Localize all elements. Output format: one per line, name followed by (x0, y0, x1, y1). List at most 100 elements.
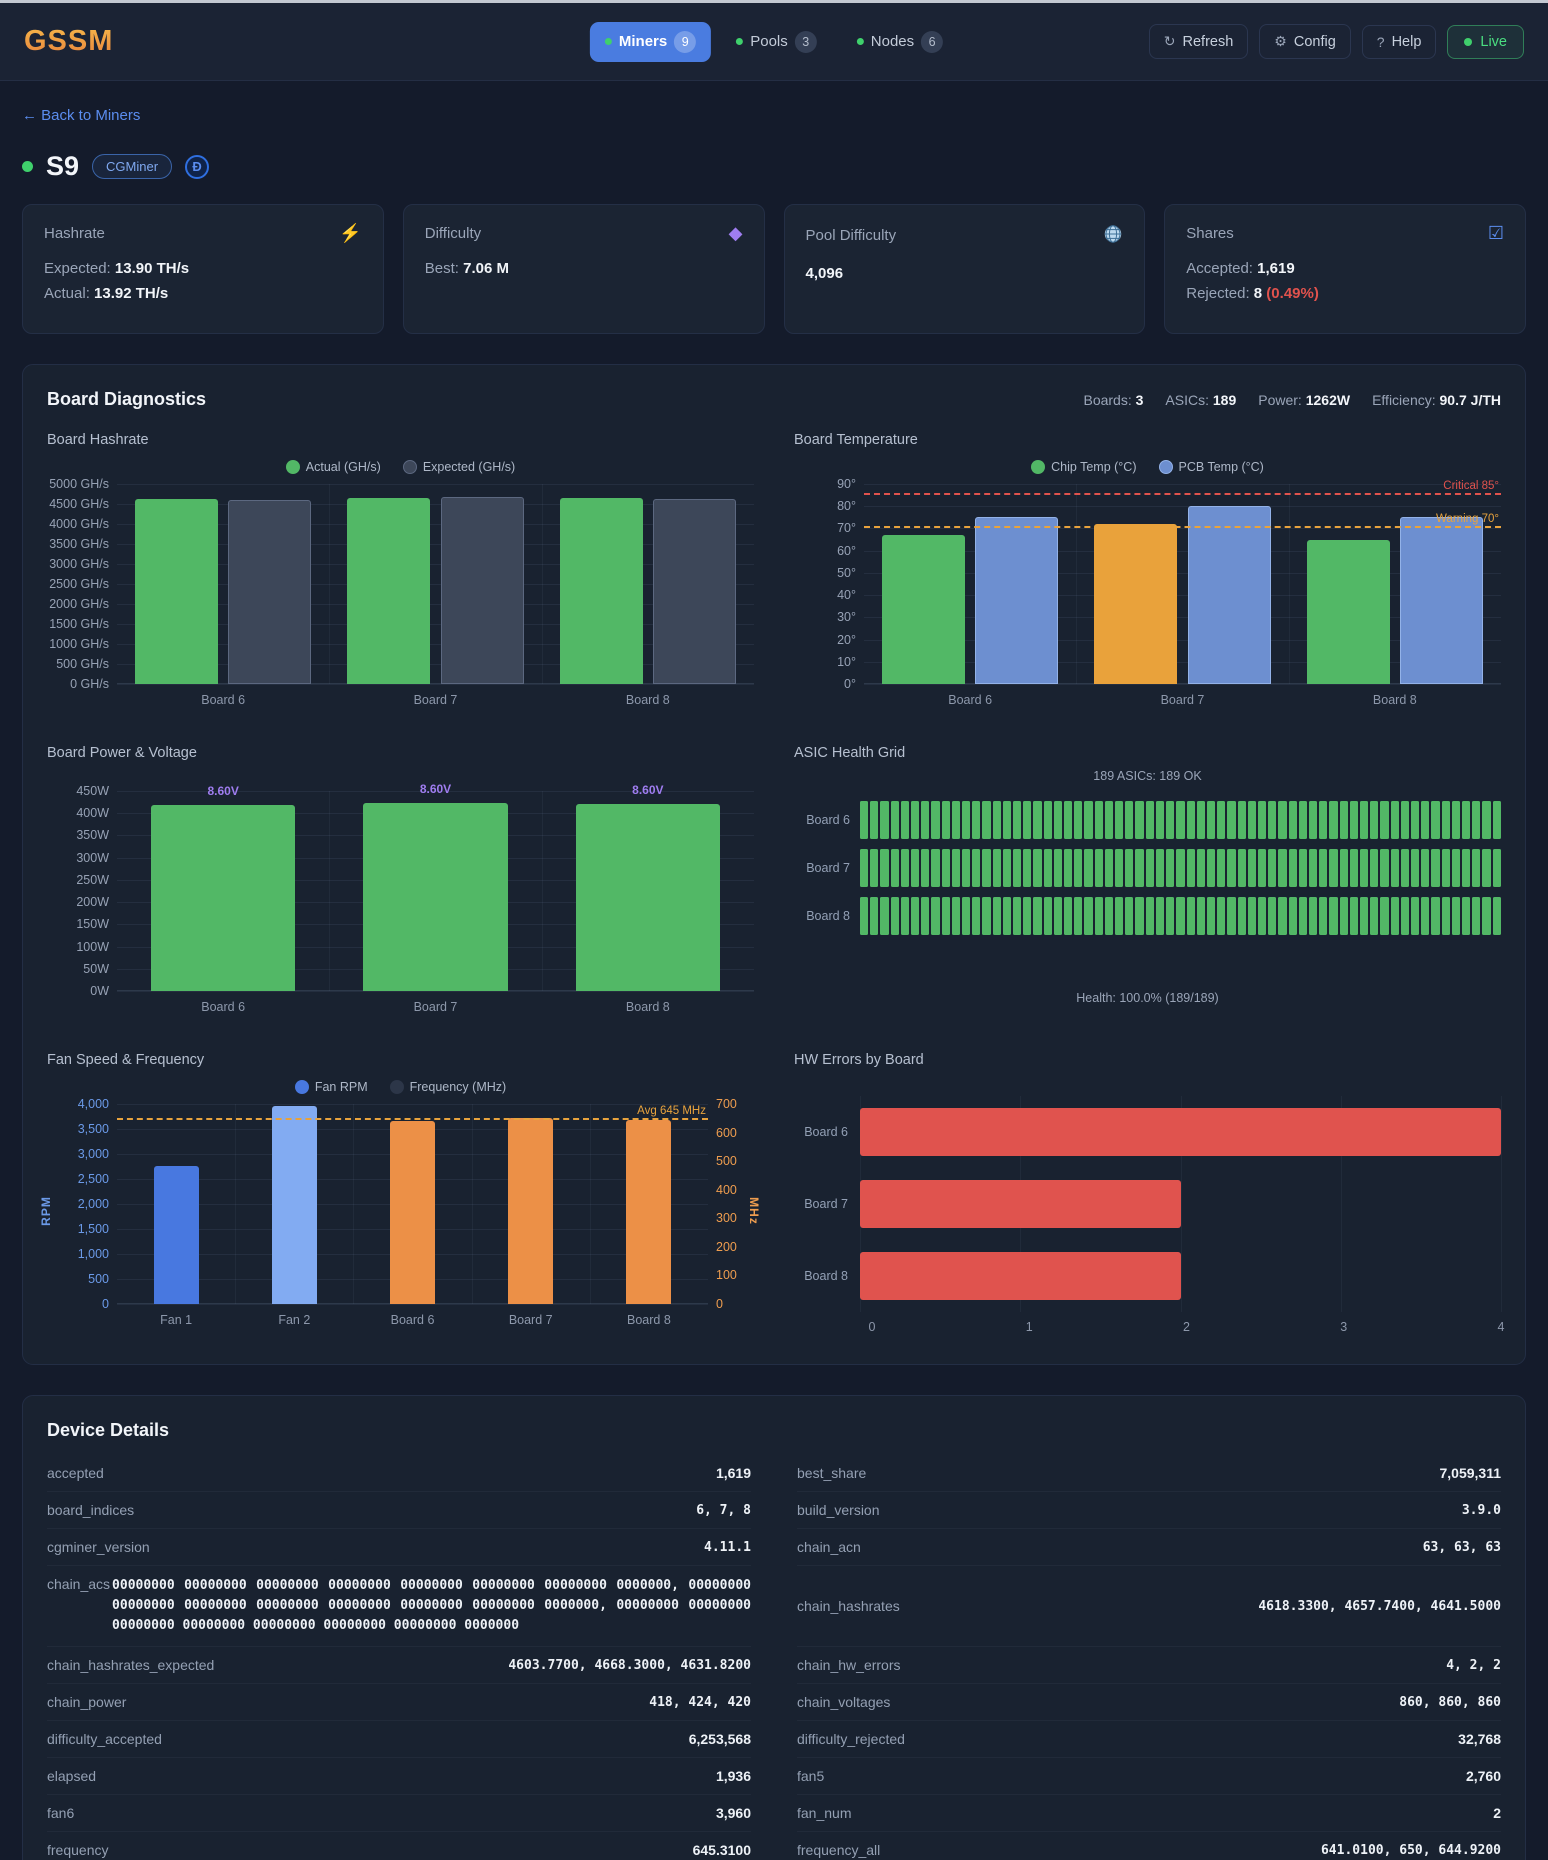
asic-cell (1084, 849, 1093, 887)
legend-marker-icon (294, 1080, 309, 1094)
hw-error-row-board-7: Board 7 (794, 1168, 1501, 1240)
stat-card-hashrate: Hashrate ⚡ Expected: 13.90 TH/s Actual: 13.… (22, 204, 384, 334)
y-tick-label: 70° (837, 521, 856, 536)
card-stat-line: Best: 7.06 M (424, 260, 509, 277)
detail-key: build_version (797, 1502, 880, 1518)
rpm-tick-label: 500 (88, 1272, 109, 1286)
detail-row-fan5: fan5 2,760 (797, 1758, 1501, 1796)
help-button[interactable]: ? Help (1361, 24, 1437, 59)
detail-value: 32,768 (1458, 1731, 1501, 1748)
asic-cell (1319, 849, 1328, 887)
asic-cell (972, 897, 981, 935)
y-tick-label: 2500 GH/s (49, 577, 109, 591)
nav-tabs: Miners 9 Pools 3 Nodes 6 (589, 21, 958, 62)
asic-cell (951, 849, 961, 887)
asic-cell (1135, 897, 1144, 935)
bar-fan-1 (153, 1166, 199, 1304)
asic-cell (1472, 801, 1481, 839)
asic-cell (900, 801, 910, 839)
asic-cell (1329, 849, 1338, 887)
asic-cell (911, 801, 920, 839)
refresh-icon: ↻ (1163, 33, 1176, 49)
asic-cell (1104, 849, 1114, 887)
asic-cell (1033, 849, 1042, 887)
detail-row-chain_hashrates_expected: chain_hashrates_expected 4603.7700, 4668.… (47, 1647, 751, 1685)
card-stat-line: Rejected: 8 (0.49%) (1186, 284, 1319, 302)
x-category-label: Board 7 (508, 1313, 553, 1327)
detail-key: chain_voltages (797, 1694, 891, 1711)
health-caption: Health: 100.0% (189/189) (1076, 991, 1219, 1005)
asic-cell (1492, 849, 1501, 887)
avg-frequency-label: Avg 645 MHz (637, 1104, 706, 1117)
asic-cell (931, 849, 940, 887)
asic-cell (1257, 897, 1267, 935)
refresh-button[interactable]: ↻ Refresh (1148, 24, 1249, 59)
asic-cell (1441, 801, 1450, 839)
config-button[interactable]: ⚙ Config (1259, 24, 1351, 59)
asic-cell (1268, 849, 1277, 887)
bar-board-7 (347, 497, 431, 684)
asic-cell (1002, 849, 1012, 887)
mhz-tick-label: 600 (716, 1125, 737, 1140)
asic-cell (1145, 897, 1154, 935)
asic-cell (1421, 849, 1430, 887)
detail-value: 6,253,568 (688, 1731, 751, 1748)
asic-cell (1053, 801, 1063, 839)
detail-value: 641.0100, 650, 644.9200 (1320, 1842, 1501, 1858)
asic-cell (1472, 897, 1481, 935)
detail-key: frequency_all (797, 1842, 881, 1859)
rpm-tick-label: 1,000 (77, 1247, 109, 1261)
asic-cell (1227, 897, 1236, 935)
board-diagnostics-panel: Board Diagnostics Boards: 3 ASICs: 189 Pow… (22, 364, 1526, 1365)
asic-cell (1441, 849, 1450, 887)
hw-row-label: Board 7 (804, 1197, 848, 1211)
asic-cell (1349, 897, 1358, 935)
asic-cell (1176, 801, 1185, 839)
asic-cell (880, 897, 889, 935)
detail-value: 7,059,311 (1439, 1465, 1501, 1481)
x-category-label: Fan 2 (278, 1313, 311, 1327)
detail-key: fan5 (797, 1768, 825, 1785)
asic-cell (1308, 849, 1318, 887)
rpm-tick-label: 1,500 (77, 1222, 109, 1236)
chart-board-power-voltage: Board Power & Voltage 450W 400W 350W 300W 25… (47, 745, 754, 1018)
y-tick-label: 80° (837, 499, 856, 514)
asic-cell (982, 849, 991, 887)
mhz-tick-label: 300 (716, 1211, 737, 1226)
asic-cell (911, 849, 920, 887)
bar-board-6 (228, 499, 312, 684)
detail-row-chain_acn: chain_acn 63, 63, 63 (797, 1529, 1501, 1566)
asic-cell (1013, 897, 1022, 935)
tab-label: Pools (750, 33, 788, 50)
nav-tab-miners[interactable]: Miners 9 (589, 21, 712, 62)
detail-value: 00000000 00000000 00000000 00000000 0000… (112, 1578, 751, 1634)
asic-cell (1329, 801, 1338, 839)
rpm-tick-label: 2,000 (77, 1197, 109, 1211)
bar-board-6 (150, 805, 296, 991)
detail-value: 3,960 (715, 1805, 751, 1822)
bar-board-7 (1187, 506, 1271, 684)
y-tick-label: 50° (837, 565, 856, 580)
asic-cell (1441, 897, 1450, 935)
live-indicator-button[interactable]: Live (1447, 24, 1524, 59)
back-to-miners-link[interactable]: ← Back to Miners (22, 107, 141, 124)
asic-cell (1492, 897, 1501, 935)
nav-tab-nodes[interactable]: Nodes 6 (842, 22, 958, 62)
tab-label: Nodes (870, 33, 915, 50)
card-title: Shares (1186, 224, 1234, 242)
asic-row-label: Board 6 (806, 813, 850, 827)
asic-cell (1053, 897, 1063, 935)
card-stat-line: Accepted: 1,619 (1186, 260, 1295, 277)
threshold-label: Critical 85° (1443, 480, 1499, 493)
avg-frequency-line (117, 1117, 708, 1120)
nav-tab-pools[interactable]: Pools 3 (721, 22, 832, 62)
tab-count-badge: 9 (674, 30, 697, 53)
asic-cell (1298, 801, 1307, 839)
threshold-line (864, 493, 1501, 496)
asic-cell (1084, 897, 1093, 935)
mhz-tick-label: 500 (716, 1154, 737, 1169)
asic-cell (1247, 897, 1256, 935)
miner-title-row: S9 CGMiner Đ (22, 151, 1526, 182)
asic-cell (1410, 849, 1420, 887)
y-tick-label: 500 GH/s (56, 657, 109, 671)
